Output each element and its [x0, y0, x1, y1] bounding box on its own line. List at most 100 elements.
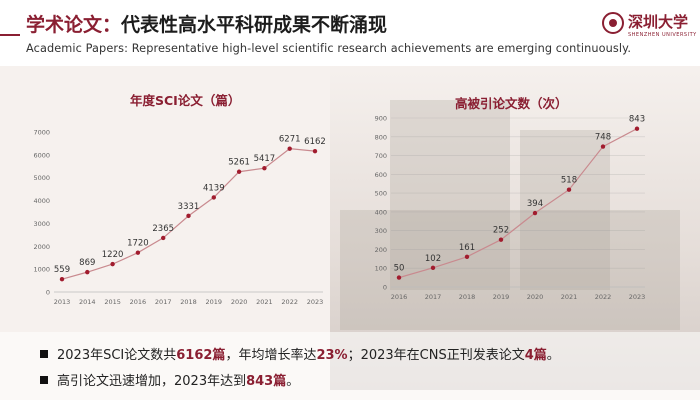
cited-data-label: 394 [527, 199, 543, 209]
bullet-square-icon [40, 350, 48, 358]
bullet-text: 2023年SCI论文数共 [57, 348, 177, 363]
bullet-text: 。 [546, 348, 560, 363]
sci-y-tick-label: 6000 [33, 151, 50, 159]
cited-data-point [566, 187, 572, 192]
cited-data-label: 161 [459, 243, 475, 253]
sci-y-tick-label: 0 [46, 289, 50, 297]
sci-x-tick-label: 2014 [79, 298, 96, 306]
sci-data-point [312, 148, 318, 154]
sci-x-tick-label: 2020 [231, 298, 248, 306]
cited-data-label: 252 [493, 226, 509, 236]
sci-x-tick-label: 2018 [180, 298, 197, 306]
seal-icon [602, 12, 624, 34]
cited-y-tick-label: 400 [375, 208, 387, 216]
cited-data-label: 50 [394, 264, 405, 274]
cited-x-tick-label: 2019 [493, 293, 510, 301]
cited-data-point [396, 275, 402, 280]
sci-y-tick-label: 4000 [33, 197, 50, 205]
bullet-text: ，年均增长率达 [225, 348, 317, 363]
sci-data-label: 6162 [304, 137, 326, 147]
title-accent-line [0, 34, 20, 36]
chart-title-sci: 年度SCI论文（篇） [130, 93, 241, 108]
cited-y-tick-label: 500 [375, 190, 387, 198]
bullet-text: ；2023年在CNS正刊发表论文 [347, 348, 525, 363]
cited-data-label: 102 [425, 254, 441, 264]
cited-data-point [498, 237, 504, 242]
cited-data-point [600, 144, 606, 149]
bullet-highlight: 23% [316, 348, 348, 363]
sci-data-label: 4139 [203, 183, 225, 193]
sci-data-label: 3331 [178, 202, 200, 212]
sci-data-point [287, 146, 292, 151]
sci-data-point [161, 235, 166, 241]
bullet-highlight: 843篇 [246, 374, 287, 389]
sci-x-tick-label: 2019 [206, 298, 223, 306]
page-subtitle: Academic Papers: Representative high-lev… [26, 42, 632, 55]
chart-title-highly-cited: 高被引论文数（次） [455, 96, 568, 111]
cited-y-tick-label: 300 [375, 227, 387, 235]
sci-data-point [135, 250, 141, 255]
sci-y-tick-label: 3000 [33, 220, 50, 228]
sci-data-point [262, 165, 267, 171]
sci-x-tick-label: 2022 [281, 298, 298, 306]
bullet-highlight: 6162篇 [176, 348, 226, 363]
cited-x-tick-label: 2018 [459, 293, 476, 301]
sci-data-point [211, 195, 216, 200]
cited-y-tick-label: 800 [375, 133, 387, 141]
sci-data-label: 6271 [279, 135, 301, 145]
page-title: 学术论文：代表性高水平科研成果不断涌现 [26, 10, 387, 37]
cited-y-tick-label: 900 [375, 115, 387, 123]
university-logo: 深圳大学 SHENZHEN UNIVERSITY [602, 10, 696, 44]
cited-series-line [398, 128, 638, 279]
sci-data-label: 5417 [254, 154, 276, 164]
cited-x-tick-label: 2020 [527, 293, 544, 301]
title-rest: 代表性高水平科研成果不断涌现 [121, 14, 388, 36]
sci-data-point [85, 269, 90, 275]
cited-y-tick-label: 0 [383, 284, 387, 292]
sci-x-tick-label: 2021 [256, 298, 273, 306]
cited-x-tick-label: 2017 [425, 293, 442, 301]
cited-data-label: 748 [595, 133, 611, 143]
sci-data-point [110, 261, 115, 267]
sci-y-tick-label: 2000 [33, 243, 50, 251]
sci-x-tick-label: 2013 [54, 298, 71, 306]
cited-data-point [430, 265, 436, 271]
sci-data-label: 869 [79, 258, 95, 268]
bullet-sci-summary: 2023年SCI论文数共6162篇，年均增长率达23%；2023年在CNS正刊发… [40, 344, 560, 363]
sci-x-tick-label: 2023 [307, 298, 324, 306]
sci-data-label: 5261 [228, 158, 250, 168]
sci-y-tick-label: 7000 [33, 129, 50, 137]
cited-x-tick-label: 2022 [595, 293, 612, 301]
sci-data-point [59, 277, 65, 282]
sci-x-tick-label: 2017 [155, 298, 172, 306]
logo-en-name: SHENZHEN UNIVERSITY [628, 32, 697, 38]
cited-data-label: 518 [561, 176, 577, 186]
bullet-text: 。 [286, 374, 300, 389]
cited-x-tick-label: 2021 [561, 293, 578, 301]
sci-data-point [186, 213, 191, 219]
logo-name: 深圳大学 [628, 13, 689, 31]
sci-y-tick-label: 1000 [33, 266, 50, 274]
cited-y-tick-label: 600 [375, 171, 387, 179]
sci-data-point [236, 169, 242, 174]
sci-x-tick-label: 2015 [104, 298, 121, 306]
cited-y-tick-label: 700 [375, 152, 387, 160]
cited-x-tick-label: 2023 [629, 293, 646, 301]
cited-data-point [634, 126, 640, 131]
cited-x-tick-label: 2016 [391, 293, 408, 301]
cited-data-point [532, 210, 538, 216]
cited-y-tick-label: 200 [375, 246, 387, 254]
cited-data-label: 843 [629, 115, 645, 125]
summary-panel: 2023年SCI论文数共6162篇，年均增长率达23%；2023年在CNS正刊发… [0, 332, 700, 400]
bullet-square-icon [40, 376, 48, 384]
sci-x-tick-label: 2016 [130, 298, 147, 306]
cited-data-point [464, 254, 470, 259]
sci-data-label: 2365 [152, 224, 174, 234]
sci-data-label: 1220 [102, 250, 124, 260]
title-highlight: 学术论文： [26, 14, 122, 36]
cited-y-tick-label: 100 [375, 265, 387, 273]
header: 学术论文：代表性高水平科研成果不断涌现 Academic Papers: Rep… [0, 0, 700, 66]
sci-data-label: 559 [54, 265, 70, 275]
